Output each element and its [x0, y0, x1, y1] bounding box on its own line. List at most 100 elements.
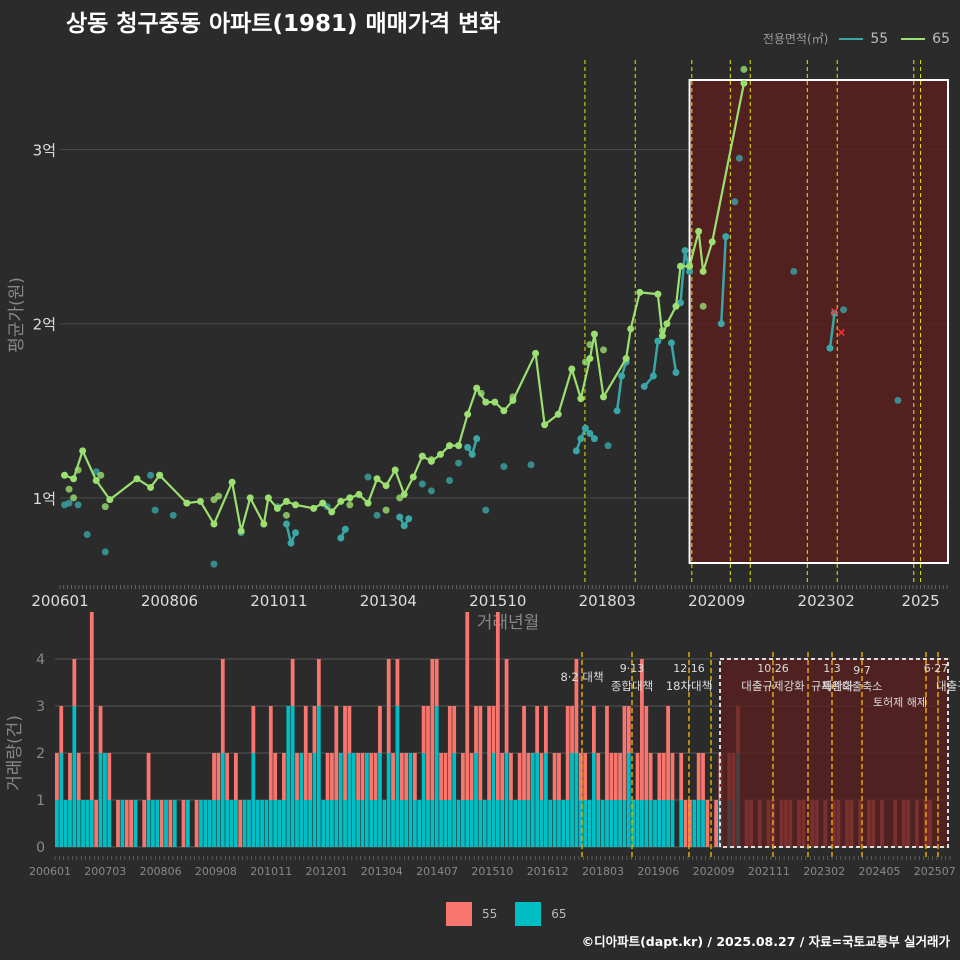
- bar-55: [644, 706, 649, 800]
- bar-x-tick-label: 201201: [306, 865, 348, 878]
- series-65-point: [740, 79, 748, 87]
- series-65-point: [740, 65, 748, 73]
- bar-55: [312, 706, 317, 753]
- bar-65: [404, 800, 409, 847]
- bar-65: [286, 706, 291, 847]
- bar-65: [561, 800, 566, 847]
- bar-65: [277, 800, 282, 847]
- bar-55: [452, 706, 457, 753]
- series-65-point: [183, 499, 191, 507]
- policy-annotation-date: 12·16: [673, 662, 705, 675]
- bar-55: [334, 706, 339, 800]
- bar-55: [469, 753, 474, 800]
- series-65-point: [228, 478, 236, 486]
- x-tick-label: 200601: [31, 592, 88, 610]
- bar-65: [146, 800, 151, 847]
- bar-x-tick-label: 201011: [250, 865, 292, 878]
- series-55-point: [717, 320, 725, 328]
- series-55-point: [722, 233, 730, 241]
- x-tick-label: 201510: [469, 592, 526, 610]
- series-65-point: [586, 341, 594, 349]
- policy-annotation-label: 특례대출축소: [822, 680, 883, 693]
- bar-55: [395, 659, 400, 706]
- bar-65: [526, 800, 531, 847]
- legend-label-65: 65: [932, 30, 950, 47]
- bar-65: [255, 800, 260, 847]
- series-55-point: [581, 424, 589, 432]
- series-55-point: [731, 198, 739, 206]
- series-65-point: [97, 471, 105, 479]
- bar-65: [548, 800, 553, 847]
- series-55-point: [287, 539, 295, 547]
- bar-55: [356, 753, 361, 800]
- series-65-point: [577, 395, 585, 403]
- bar-55: [59, 706, 64, 753]
- series-55-point: [686, 267, 694, 275]
- series-55-point: [396, 513, 404, 521]
- series-65-point: [373, 475, 381, 483]
- series-55-point: [400, 522, 408, 530]
- policy-annotation-label: 토허제 해제: [873, 695, 927, 709]
- series-65-point: [672, 302, 680, 310]
- bar-55: [194, 800, 199, 847]
- series-65-point: [455, 442, 463, 450]
- bar-65: [408, 753, 413, 847]
- bar-65: [626, 753, 631, 847]
- bar-55: [618, 753, 622, 800]
- bar-65: [268, 800, 273, 847]
- bar-y-tick-label: 1: [36, 793, 45, 809]
- bar-55: [116, 800, 120, 847]
- bar-55: [373, 753, 378, 800]
- bar-65: [478, 800, 483, 847]
- bar-55: [714, 800, 719, 847]
- legend-swatch-55: [839, 37, 864, 40]
- series-55-point: [364, 473, 372, 481]
- series-65-point: [695, 227, 703, 235]
- bar-65: [312, 753, 317, 847]
- bar-55: [679, 753, 684, 800]
- bar-65: [417, 800, 422, 847]
- policy-annotation-label: 종합대책: [611, 679, 653, 693]
- bar-65: [592, 753, 596, 847]
- bar-55: [159, 800, 164, 847]
- bar-55: [434, 659, 439, 706]
- bar-65: [530, 753, 535, 847]
- bar-55: [399, 753, 404, 800]
- series-55-point: [667, 339, 675, 347]
- bar-65: [216, 800, 221, 847]
- bar-65: [543, 753, 548, 847]
- series-55-point: [446, 476, 454, 484]
- bar-65: [55, 800, 59, 847]
- series-65-point: [156, 471, 164, 479]
- series-55-point: [500, 463, 508, 471]
- bar-x-tick-label: 202405: [859, 865, 901, 878]
- bar-55: [295, 753, 299, 800]
- series-55-point: [831, 309, 839, 317]
- series-65-point: [70, 475, 78, 483]
- series-55-point: [373, 511, 381, 519]
- bar-65: [120, 800, 125, 847]
- series-65-point: [273, 504, 281, 512]
- bar-65: [63, 800, 68, 847]
- policy-annotation: 8·2 대책: [560, 670, 603, 684]
- bar-65: [456, 800, 461, 847]
- bar-55: [609, 753, 614, 800]
- bar-65: [661, 800, 666, 847]
- series-55-point: [169, 511, 177, 519]
- x-tick-label: 202302: [798, 592, 855, 610]
- highlight-region: [688, 79, 949, 564]
- bar-65: [539, 800, 544, 847]
- bar-65: [461, 800, 465, 847]
- bar-x-tick-label: 201906: [637, 865, 679, 878]
- bar-55: [500, 753, 505, 800]
- bar-55: [447, 706, 452, 800]
- series-55-point: [282, 520, 290, 528]
- policy-annotation-date: 10·26: [757, 662, 789, 675]
- bar-55: [181, 800, 186, 847]
- bar-65: [356, 800, 361, 847]
- bar-55: [622, 706, 627, 800]
- bar-65: [657, 800, 662, 847]
- series-65-point: [464, 410, 472, 418]
- bar-55: [465, 612, 470, 800]
- series-65-point: [600, 346, 608, 354]
